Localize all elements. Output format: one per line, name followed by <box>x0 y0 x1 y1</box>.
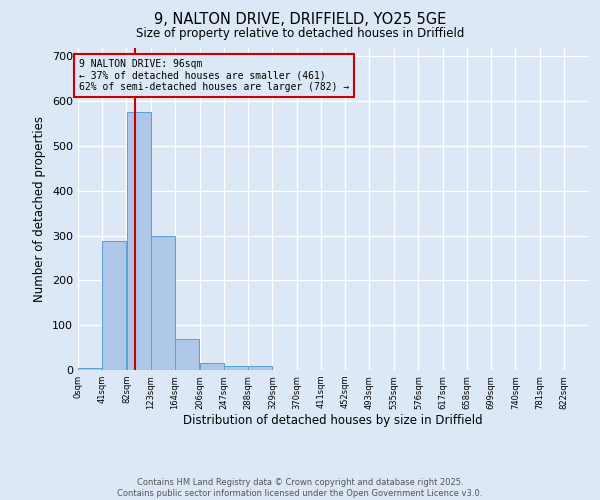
Bar <box>200 364 224 370</box>
Text: Size of property relative to detached houses in Driffield: Size of property relative to detached ho… <box>136 28 464 40</box>
Bar <box>151 236 175 370</box>
X-axis label: Distribution of detached houses by size in Driffield: Distribution of detached houses by size … <box>183 414 483 428</box>
Text: Contains HM Land Registry data © Crown copyright and database right 2025.
Contai: Contains HM Land Registry data © Crown c… <box>118 478 482 498</box>
Bar <box>224 366 248 370</box>
Bar <box>78 368 102 370</box>
Bar <box>248 366 272 370</box>
Y-axis label: Number of detached properties: Number of detached properties <box>34 116 46 302</box>
Bar <box>175 338 199 370</box>
Bar <box>127 112 151 370</box>
Text: 9 NALTON DRIVE: 96sqm
← 37% of detached houses are smaller (461)
62% of semi-det: 9 NALTON DRIVE: 96sqm ← 37% of detached … <box>79 58 349 92</box>
Text: 9, NALTON DRIVE, DRIFFIELD, YO25 5GE: 9, NALTON DRIVE, DRIFFIELD, YO25 5GE <box>154 12 446 28</box>
Bar <box>103 240 127 370</box>
